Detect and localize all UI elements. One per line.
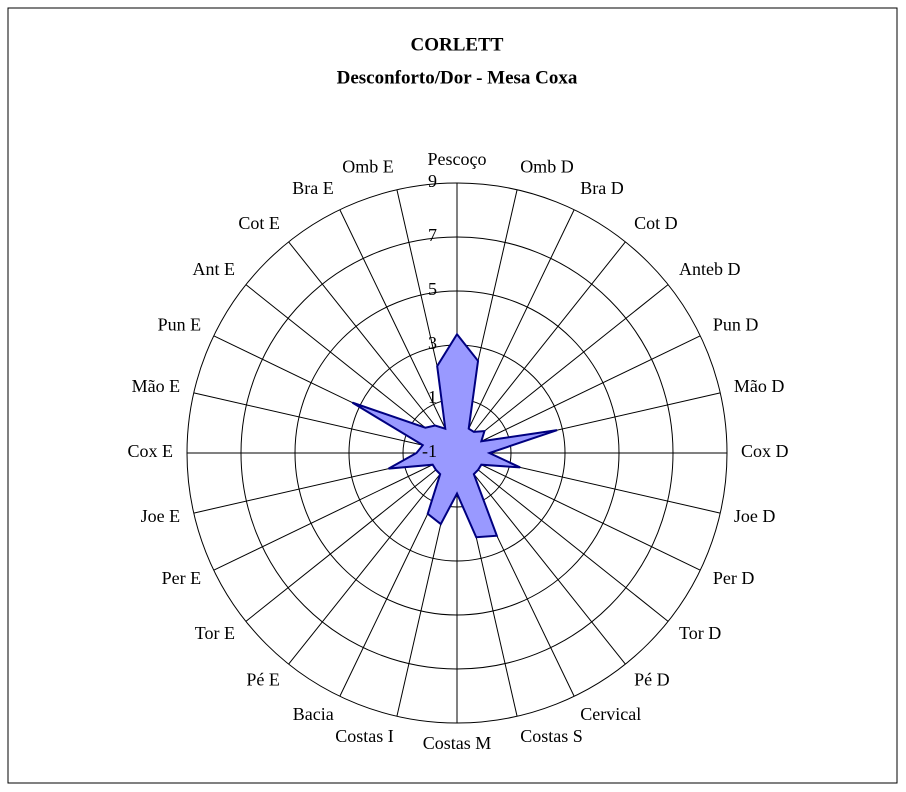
spoke [456,452,626,665]
y-tick-label: 1 [428,387,437,407]
spoke [456,209,575,454]
spoke [456,452,669,622]
spoke [245,452,458,622]
category-label: Ant E [192,259,235,279]
y-tick-label: 9 [428,171,437,191]
category-label: Pé D [634,669,670,689]
y-tick-label: -1 [422,441,437,461]
category-label: Per D [713,568,755,588]
category-label: Tor E [195,623,235,643]
category-label: Costas S [520,726,583,746]
category-label: Omb E [342,156,394,176]
category-label: Mão E [132,376,181,396]
spoke [288,241,458,454]
spoke [456,241,626,454]
category-label: Tor D [679,623,721,643]
chart-title: CORLETT [411,34,504,55]
category-label: Pun E [158,314,202,334]
category-label: Joe E [141,506,181,526]
spoke [456,284,669,454]
spoke [288,452,458,665]
chart-subtitle: Desconforto/Dor - Mesa Coxa [337,67,578,88]
category-label: Bacia [293,704,334,724]
category-label: Bra D [580,178,624,198]
category-label: Pé E [246,669,280,689]
category-label: Mão D [734,376,785,396]
spoke [245,284,458,454]
spoke [193,392,458,454]
category-label: Anteb D [679,259,741,279]
category-label: Cot E [238,213,280,233]
category-label: Pun D [713,314,759,334]
spoke [339,209,458,454]
spoke [456,335,701,454]
spoke [213,452,458,571]
y-tick-label: 3 [428,333,437,353]
spoke [456,452,701,571]
category-label: Joe D [734,506,776,526]
category-label: Omb D [520,156,574,176]
category-label: Cervical [580,704,641,724]
radar-area [351,332,558,539]
category-label: Pescoço [428,149,487,169]
category-label: Cox E [127,441,173,461]
y-tick-label: 7 [428,225,437,245]
category-label: Costas I [335,726,394,746]
category-label: Cot D [634,213,678,233]
category-label: Bra E [292,178,333,198]
y-tick-label: 5 [428,279,437,299]
category-label: Per E [162,568,202,588]
category-label: Cox D [741,441,789,461]
category-label: Costas M [423,733,492,753]
